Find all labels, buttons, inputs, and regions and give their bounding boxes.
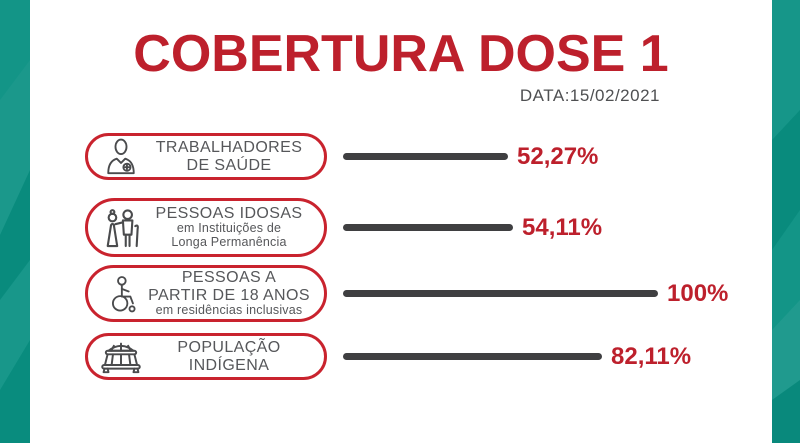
health-worker-icon — [96, 138, 146, 176]
coverage-row-elderly: PESSOAS IDOSAS em Instituições de Longa … — [85, 198, 780, 257]
coverage-bar — [343, 224, 513, 231]
elderly-couple-icon — [96, 207, 146, 249]
bar-group: 100% — [343, 280, 728, 308]
coverage-value: 52,27% — [517, 142, 599, 170]
category-label: PESSOAS IDOSAS em Instituições de Longa … — [155, 205, 303, 250]
date-label: DATA:15/02/2021 — [519, 86, 660, 105]
coverage-value: 100% — [667, 279, 729, 307]
indigenous-hut-icon — [96, 339, 146, 375]
category-label: POPULAÇÃO INDÍGENA — [177, 339, 281, 374]
coverage-bar — [343, 353, 602, 360]
category-label: TRABALHADORES DE SAÚDE — [155, 139, 303, 174]
coverage-bar — [343, 290, 658, 297]
coverage-row-health-workers: TRABALHADORES DE SAÚDE 52,27% — [85, 133, 780, 180]
coverage-row-indigenous: POPULAÇÃO INDÍGENA 82,11% — [85, 333, 780, 380]
bar-group: 82,11% — [343, 343, 691, 371]
coverage-bar — [343, 153, 508, 160]
category-label: PESSOAS A PARTIR DE 18 ANOS em residênci… — [148, 269, 310, 317]
coverage-value: 54,11% — [522, 213, 603, 241]
category-pill: TRABALHADORES DE SAÚDE — [85, 133, 327, 180]
bar-group: 54,11% — [343, 214, 602, 242]
bar-group: 52,27% — [343, 143, 598, 171]
page-title: COBERTURA DOSE 1 — [133, 25, 669, 83]
category-pill: POPULAÇÃO INDÍGENA — [85, 333, 327, 380]
coverage-value: 82,11% — [611, 342, 692, 370]
right-teal-strip — [772, 0, 800, 443]
left-teal-strip — [0, 0, 30, 443]
category-pill: PESSOAS A PARTIR DE 18 ANOS em residênci… — [85, 265, 327, 322]
coverage-row-adults-18: PESSOAS A PARTIR DE 18 ANOS em residênci… — [85, 265, 780, 322]
wheelchair-icon — [96, 274, 146, 314]
category-pill: PESSOAS IDOSAS em Instituições de Longa … — [85, 198, 327, 257]
